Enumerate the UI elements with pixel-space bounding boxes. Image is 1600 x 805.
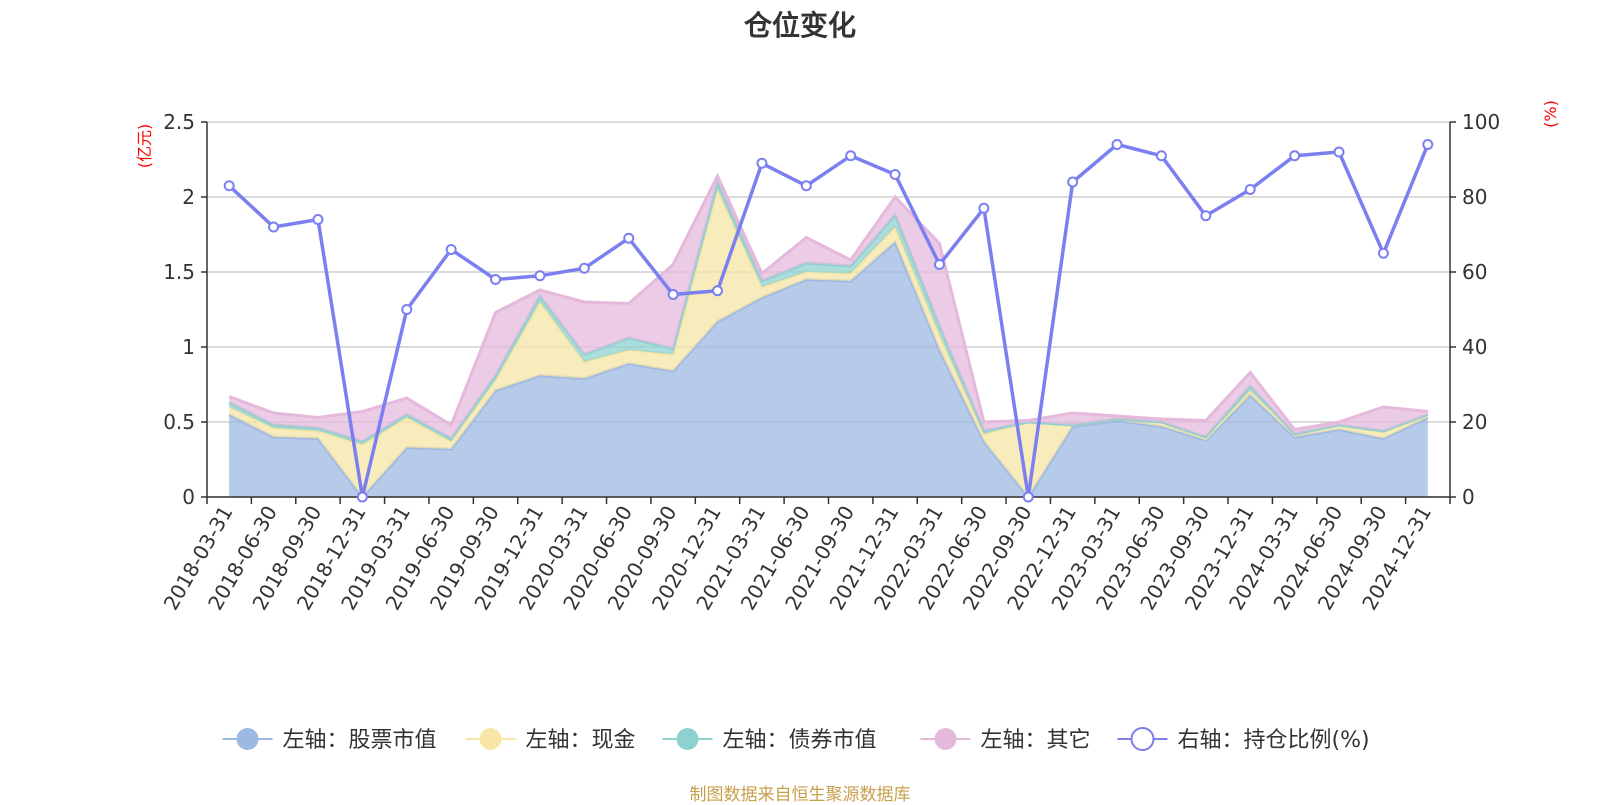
ratio-point: [578, 262, 590, 274]
ratio-point: [1155, 150, 1167, 162]
ratio-point: [401, 304, 413, 315]
ratio-point: [1200, 210, 1212, 222]
chart-title: 仓位变化: [743, 9, 856, 42]
ratio-point: [756, 157, 768, 169]
ratio-line-series: [223, 139, 1434, 503]
right-axis-tick-label: 20: [1462, 410, 1487, 434]
legend-label: 左轴：其它: [981, 728, 1091, 753]
ratio-point: [445, 244, 457, 255]
ratio-point: [1111, 139, 1123, 150]
legend-marker: [236, 728, 259, 750]
ratio-point: [490, 274, 502, 285]
legend-label: 左轴：债券市值: [723, 728, 877, 753]
legend-item: 右轴：持仓比例(%): [1117, 727, 1370, 753]
data-source-note: 制图数据来自恒生聚源数据库: [689, 785, 911, 805]
legend-item: 左轴：债券市值: [662, 728, 877, 753]
ratio-point: [623, 232, 635, 244]
legend-label: 左轴：股票市值: [283, 728, 437, 753]
ratio-point: [889, 169, 901, 180]
legend-item: 左轴：其它: [920, 728, 1091, 753]
ratio-line: [228, 142, 1430, 499]
legend-marker: [934, 728, 957, 750]
ratio-point: [1333, 146, 1345, 158]
right-axis-tick-label: 40: [1462, 335, 1487, 359]
legend-label: 右轴：持仓比例(%): [1178, 728, 1370, 753]
ratio-point: [667, 289, 679, 300]
ratio-point: [1377, 247, 1389, 259]
legend-item: 左轴：现金: [465, 728, 636, 753]
right-axis-tick-label: 80: [1462, 185, 1487, 209]
ratio-point: [712, 285, 724, 297]
legend-marker: [1130, 727, 1155, 751]
right-axis-tick-label: 0: [1462, 485, 1475, 509]
legend-marker: [479, 728, 502, 750]
left-axis-tick-label: 0: [182, 485, 195, 509]
ratio-point: [312, 214, 324, 225]
left-axis-tick-label: 2: [182, 185, 195, 209]
area-stock: [229, 242, 1428, 497]
legend-item: 左轴：股票市值: [222, 728, 437, 753]
ratio-point: [356, 491, 368, 503]
ratio-point: [845, 150, 857, 162]
ratio-point: [1289, 150, 1301, 162]
ratio-point: [1067, 176, 1079, 188]
legend-marker: [676, 728, 699, 750]
right-axis-unit-label: (%): [1541, 100, 1560, 128]
ratio-point: [223, 180, 235, 192]
right-axis-tick-label: 60: [1462, 260, 1487, 284]
ratio-point: [534, 270, 546, 282]
area-edge-other: [228, 172, 1428, 432]
ratio-point: [800, 180, 812, 192]
ratio-point: [1244, 184, 1256, 195]
stacked-areas: [228, 172, 1429, 500]
ratio-point: [1022, 491, 1034, 503]
left-axis-unit-label: (亿元): [135, 124, 154, 169]
legend-label: 左轴：现金: [526, 728, 636, 753]
left-axis-tick-label: 0.5: [163, 410, 195, 434]
ratio-point: [1422, 139, 1434, 150]
ratio-point: [978, 202, 990, 214]
right-axis-tick-label: 100: [1462, 110, 1500, 134]
ratio-point: [268, 221, 280, 233]
left-axis-tick-label: 1.5: [163, 260, 195, 284]
legend: 左轴：股票市值 左轴：现金 左轴：债券市值 左轴：其它 右轴：持仓比例(%): [222, 727, 1370, 753]
left-axis-tick-label: 2.5: [163, 110, 195, 134]
left-axis-tick-label: 1: [182, 335, 195, 359]
ratio-point: [933, 259, 945, 270]
